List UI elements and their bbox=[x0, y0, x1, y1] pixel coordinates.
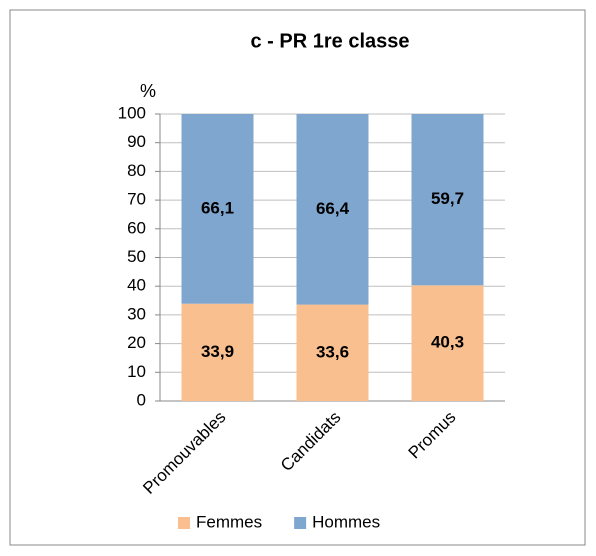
y-tick-label: 10 bbox=[127, 362, 146, 381]
bar-segment bbox=[296, 304, 369, 401]
data-label: 33,9 bbox=[201, 342, 234, 361]
legend-label: Femmes bbox=[196, 512, 262, 531]
bar-segment bbox=[181, 303, 254, 401]
data-label: 40,3 bbox=[431, 333, 464, 352]
y-tick-label: 90 bbox=[127, 132, 146, 151]
data-label: 66,4 bbox=[316, 199, 350, 218]
data-label: 59,7 bbox=[431, 189, 464, 208]
y-tick-label: 100 bbox=[118, 103, 146, 122]
legend-swatch bbox=[178, 517, 190, 529]
y-tick-label: 60 bbox=[127, 218, 146, 237]
chart-title: c - PR 1re classe bbox=[251, 30, 410, 52]
bar-segment bbox=[411, 285, 484, 401]
y-tick-label: 0 bbox=[137, 390, 146, 409]
y-axis-label: % bbox=[140, 81, 156, 101]
bar-segment bbox=[411, 114, 484, 286]
y-tick-label: 30 bbox=[127, 304, 146, 323]
y-tick-label: 50 bbox=[127, 247, 146, 266]
data-label: 66,1 bbox=[201, 198, 234, 217]
bar-segment bbox=[181, 114, 254, 304]
legend-label: Hommes bbox=[312, 512, 380, 531]
y-tick-label: 20 bbox=[127, 333, 146, 352]
data-label: 33,6 bbox=[316, 342, 349, 361]
y-tick-label: 40 bbox=[127, 276, 146, 295]
bar-segment bbox=[296, 114, 369, 305]
y-tick-label: 80 bbox=[127, 161, 146, 180]
y-tick-label: 70 bbox=[127, 190, 146, 209]
legend-swatch bbox=[294, 517, 307, 529]
